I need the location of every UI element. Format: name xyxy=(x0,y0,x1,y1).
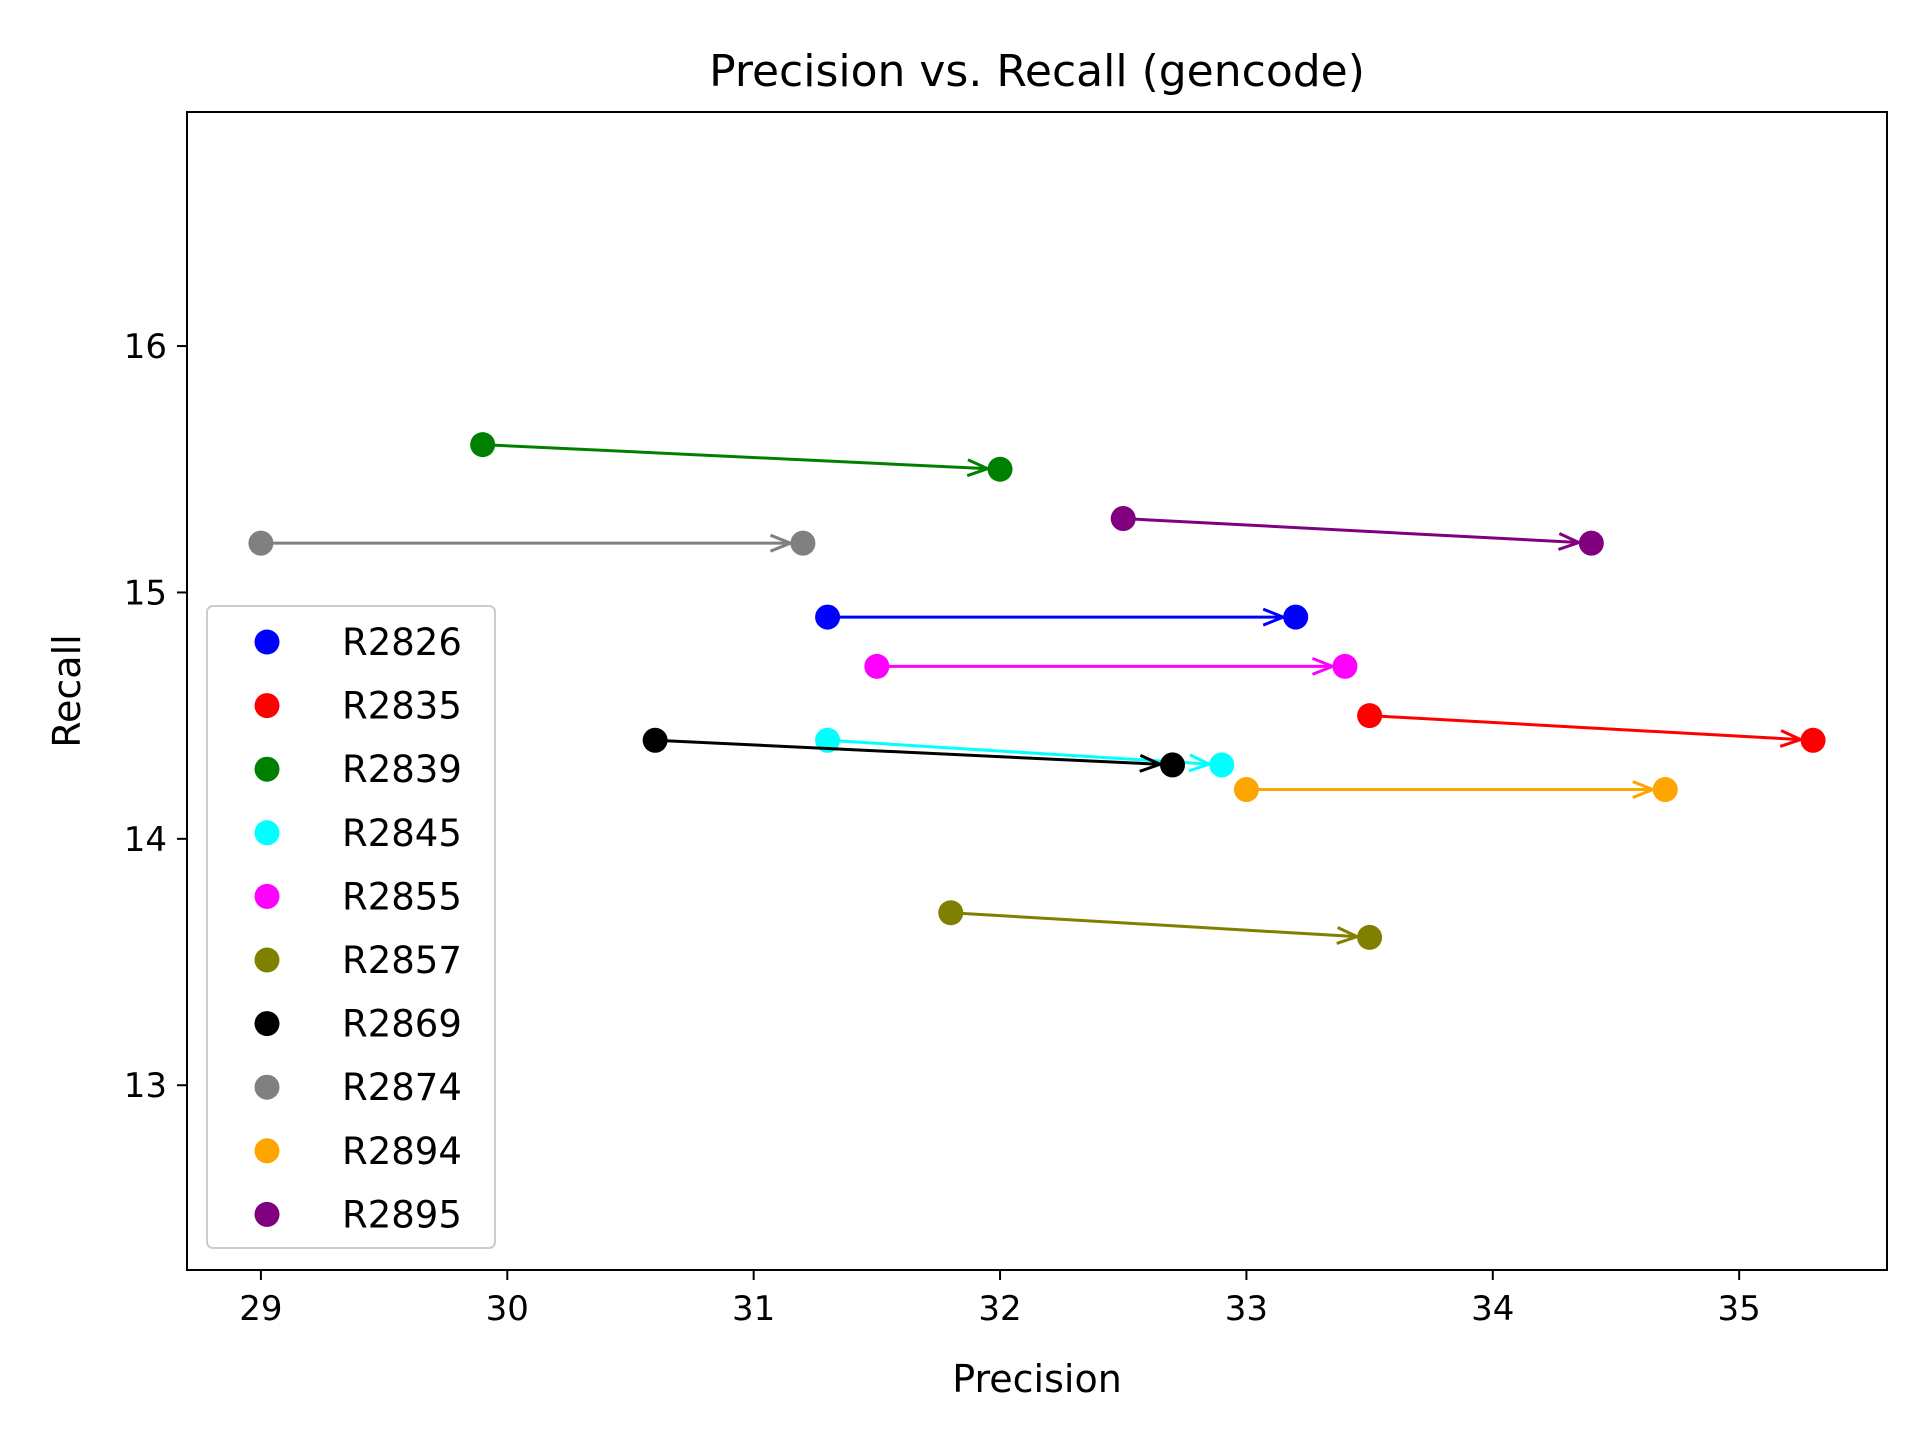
legend-label: R2857 xyxy=(342,939,462,982)
point-end xyxy=(1160,752,1186,778)
point-start xyxy=(470,432,496,458)
x-tick-label: 29 xyxy=(239,1289,282,1329)
y-tick-label: 15 xyxy=(124,573,167,613)
legend-marker xyxy=(254,820,280,846)
point-end xyxy=(1283,604,1309,630)
series-R2855 xyxy=(864,653,1358,679)
chart-title: Precision vs. Recall (gencode) xyxy=(709,46,1365,97)
legend-item: R2826 xyxy=(254,621,462,664)
legend-label: R2845 xyxy=(342,812,462,855)
point-end xyxy=(790,530,816,556)
point-end xyxy=(1652,777,1678,803)
legend-marker xyxy=(254,756,280,782)
series-R2839 xyxy=(470,432,1013,482)
x-axis: 29 30 31 32 33 34 35 xyxy=(239,1270,1761,1329)
y-axis-title: Recall xyxy=(45,634,89,747)
point-start xyxy=(1110,506,1136,532)
legend-marker xyxy=(254,629,280,655)
point-start xyxy=(1357,703,1383,729)
point-start xyxy=(938,900,964,926)
x-tick-label: 32 xyxy=(978,1289,1021,1329)
point-end xyxy=(1357,924,1383,950)
legend-marker xyxy=(254,947,280,973)
legend-label: R2895 xyxy=(342,1193,462,1236)
legend-label: R2839 xyxy=(342,748,462,791)
legend-marker xyxy=(254,693,280,719)
y-axis: 13 14 15 16 xyxy=(124,327,187,1106)
legend-marker xyxy=(254,883,280,909)
legend-item: R2874 xyxy=(254,1066,462,1109)
arrow-line xyxy=(1123,517,1592,545)
legend-label: R2826 xyxy=(342,621,462,664)
point-end xyxy=(1332,653,1358,679)
legend-item: R2895 xyxy=(254,1193,462,1236)
x-tick-label: 34 xyxy=(1471,1289,1514,1329)
point-start xyxy=(815,604,841,630)
arrow-line xyxy=(482,443,1001,471)
series-layer xyxy=(248,432,1826,950)
legend-marker xyxy=(254,1201,280,1227)
arrow-line xyxy=(827,738,1222,767)
legend-item: R2855 xyxy=(254,875,462,918)
arrow-line xyxy=(655,738,1173,767)
point-end xyxy=(1800,727,1826,753)
legend-label: R2855 xyxy=(342,875,462,918)
plot-area xyxy=(186,111,1888,1271)
arrow-line xyxy=(950,911,1370,939)
series-R2895 xyxy=(1110,506,1604,556)
series-R2826 xyxy=(815,604,1309,630)
x-tick-label: 30 xyxy=(486,1289,529,1329)
point-start xyxy=(815,727,841,753)
legend-marker xyxy=(254,1074,280,1100)
legend-item: R2839 xyxy=(254,748,462,791)
y-tick-label: 16 xyxy=(124,327,167,367)
legend-label: R2835 xyxy=(342,685,462,728)
arrow-line xyxy=(1369,714,1814,742)
legend-label: R2869 xyxy=(342,1003,462,1046)
point-start xyxy=(248,530,274,556)
legend-label: R2894 xyxy=(342,1130,462,1173)
point-end xyxy=(1209,752,1235,778)
legend-item: R2894 xyxy=(254,1130,462,1173)
legend-item: R2857 xyxy=(254,939,462,982)
x-tick-label: 31 xyxy=(732,1289,775,1329)
x-tick-label: 33 xyxy=(1225,1289,1268,1329)
y-tick-label: 13 xyxy=(124,1066,167,1106)
legend-label: R2874 xyxy=(342,1066,462,1109)
point-start xyxy=(864,653,890,679)
legend-item: R2835 xyxy=(254,685,462,728)
series-R2857 xyxy=(938,900,1383,950)
point-start xyxy=(1233,777,1259,803)
y-tick-label: 14 xyxy=(124,820,167,860)
point-end xyxy=(1578,530,1604,556)
series-R2874 xyxy=(248,530,816,556)
legend-item: R2869 xyxy=(254,1003,462,1046)
legend-marker xyxy=(254,1138,280,1164)
point-start xyxy=(642,727,668,753)
x-tick-label: 35 xyxy=(1718,1289,1761,1329)
series-R2845 xyxy=(815,727,1235,778)
series-R2835 xyxy=(1357,703,1826,753)
series-R2869 xyxy=(642,727,1186,778)
series-R2894 xyxy=(1233,777,1678,803)
point-end xyxy=(987,456,1013,482)
x-axis-title: Precision xyxy=(952,1357,1122,1401)
legend-item: R2845 xyxy=(254,812,462,855)
legend-marker xyxy=(254,1011,280,1037)
legend: R2826 R2835 R2839 R2845 R2855 R2857 R2869 R2874… xyxy=(206,605,496,1249)
